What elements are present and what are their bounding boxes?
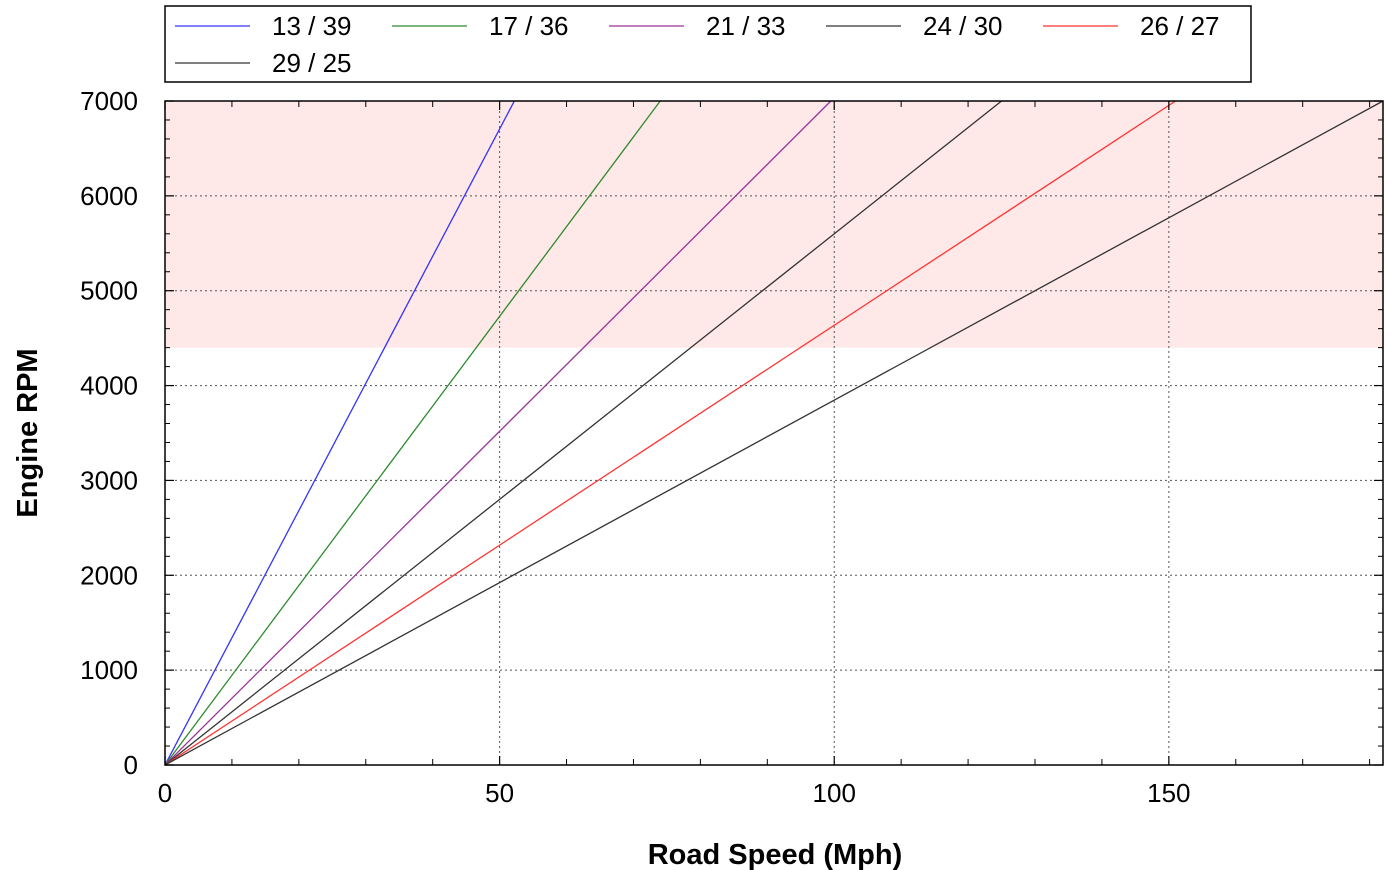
shaded-band-layer — [165, 101, 1383, 348]
x-tick-label: 0 — [158, 778, 172, 808]
y-tick-label: 6000 — [80, 181, 138, 211]
legend-box — [164, 5, 1252, 83]
legend-label: 26 / 27 — [1140, 11, 1220, 41]
series-line-1 — [164, 100, 515, 766]
legend-label: 13 / 39 — [272, 11, 352, 41]
legend-label: 29 / 25 — [272, 48, 352, 78]
series-line-4 — [164, 100, 1002, 766]
legend: 13 / 39 17 / 36 21 / 33 24 / 30 26 / 27 29 / … — [164, 5, 1252, 83]
y-tick-label: 0 — [124, 750, 138, 780]
y-tick-label: 4000 — [80, 371, 138, 401]
y-tick-label: 3000 — [80, 465, 138, 495]
y-tick-label: 5000 — [80, 276, 138, 306]
plot-frame — [164, 100, 1384, 766]
series-line-3 — [164, 100, 832, 766]
x-tick-label: 150 — [1147, 778, 1190, 808]
y-axis-title: Engine RPM — [12, 348, 44, 517]
series-line-5 — [164, 100, 1176, 766]
ticks-layer: 0 50 100 150 0 1000 2000 3000 4000 5000 6000 7000 — [80, 86, 1383, 808]
y-tick-label: 7000 — [80, 86, 138, 116]
redline-band — [165, 101, 1383, 348]
x-axis-title: Road Speed (Mph) — [648, 839, 903, 870]
legend-label: 17 / 36 — [489, 11, 569, 41]
grid-layer — [165, 101, 1383, 765]
series-line-2 — [164, 100, 661, 766]
series-line-6 — [164, 100, 1384, 766]
y-tick-label: 2000 — [80, 560, 138, 590]
legend-label: 21 / 33 — [706, 11, 786, 41]
x-tick-label: 100 — [813, 778, 856, 808]
x-tick-label: 50 — [485, 778, 514, 808]
legend-label: 24 / 30 — [923, 11, 1003, 41]
y-tick-label: 1000 — [80, 655, 138, 685]
series-layer — [164, 100, 1384, 766]
